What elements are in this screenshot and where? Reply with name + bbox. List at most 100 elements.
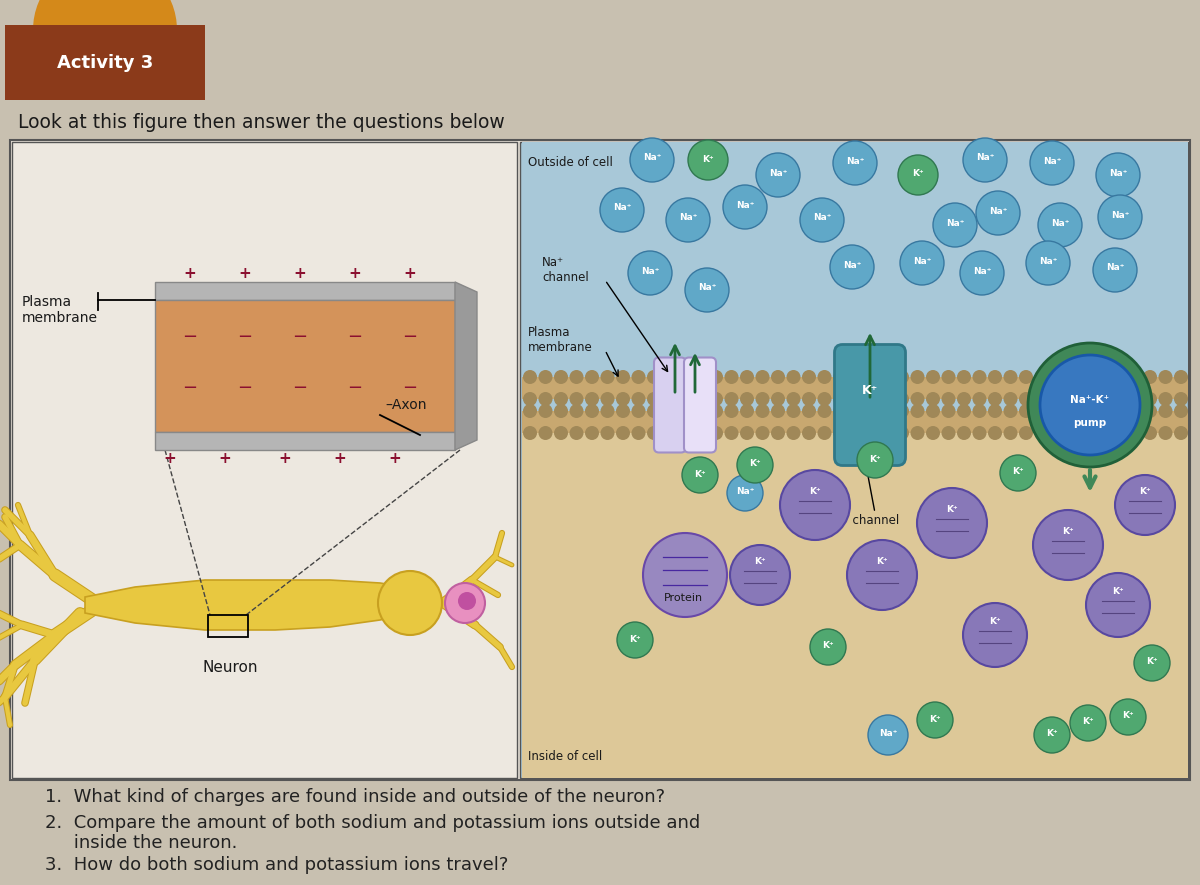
Text: Na⁺: Na⁺ [976,153,994,163]
Circle shape [1093,248,1138,292]
Circle shape [1112,392,1126,406]
Circle shape [848,426,863,440]
Circle shape [1066,404,1080,418]
Circle shape [864,404,878,418]
Circle shape [1086,573,1150,637]
Circle shape [1158,404,1172,418]
Text: Na⁺: Na⁺ [1106,264,1124,273]
Circle shape [1158,392,1172,406]
Text: Na⁺: Na⁺ [679,213,697,222]
Text: Na⁺: Na⁺ [946,219,964,227]
Circle shape [962,603,1027,667]
Circle shape [895,392,910,406]
Circle shape [539,370,552,384]
Circle shape [600,370,614,384]
Circle shape [911,426,924,440]
Bar [208,615,248,637]
Text: −: − [348,328,362,346]
Circle shape [772,370,785,384]
Circle shape [685,268,728,312]
Text: K⁺: K⁺ [862,383,878,396]
Circle shape [934,203,977,247]
Circle shape [1158,370,1172,384]
Circle shape [458,592,476,610]
Circle shape [857,442,893,478]
Polygon shape [455,282,476,450]
Circle shape [740,426,754,440]
Circle shape [772,426,785,440]
Circle shape [772,404,785,418]
Circle shape [817,404,832,418]
Circle shape [972,370,986,384]
Circle shape [740,404,754,418]
Bar [522,142,1188,380]
Circle shape [848,392,863,406]
Circle shape [725,426,738,440]
Circle shape [900,241,944,285]
Circle shape [709,370,724,384]
Text: Na⁺
channel: Na⁺ channel [542,256,589,284]
Circle shape [643,533,727,617]
Circle shape [786,392,800,406]
Circle shape [988,370,1002,384]
Text: K⁺: K⁺ [912,170,924,179]
Circle shape [1003,392,1018,406]
Circle shape [756,370,769,384]
Circle shape [1030,141,1074,185]
Text: Na⁺: Na⁺ [913,257,931,266]
Circle shape [1066,426,1080,440]
Text: −: − [293,379,307,397]
Text: K⁺: K⁺ [876,558,888,566]
Circle shape [756,426,769,440]
Text: +: + [403,266,416,281]
Bar [522,430,1188,778]
Text: K⁺: K⁺ [929,714,941,724]
Circle shape [1174,392,1188,406]
Circle shape [830,245,874,289]
Text: +: + [334,450,347,466]
Circle shape [523,426,538,440]
Circle shape [600,392,614,406]
Circle shape [911,392,924,406]
Text: Na⁺: Na⁺ [1111,211,1129,219]
Circle shape [895,370,910,384]
Circle shape [1134,645,1170,681]
Circle shape [631,370,646,384]
Circle shape [678,404,692,418]
Circle shape [1066,370,1080,384]
Text: 2.  Compare the amount of both sodium and potassium ions outside and: 2. Compare the amount of both sodium and… [46,814,701,832]
Text: K⁺ channel: K⁺ channel [835,513,899,527]
Circle shape [880,370,894,384]
Circle shape [539,404,552,418]
Circle shape [378,571,442,635]
Circle shape [570,426,583,440]
Text: −: − [293,328,307,346]
Text: −: − [348,379,362,397]
Circle shape [817,426,832,440]
Circle shape [600,404,614,418]
Circle shape [616,426,630,440]
Circle shape [662,392,677,406]
Circle shape [1174,370,1188,384]
Circle shape [1070,705,1106,741]
Circle shape [666,198,710,242]
Circle shape [554,404,568,418]
Text: Na⁺-K⁺: Na⁺-K⁺ [1070,395,1110,405]
Circle shape [864,426,878,440]
Circle shape [1097,370,1110,384]
Circle shape [1034,426,1049,440]
Circle shape [958,404,971,418]
FancyBboxPatch shape [5,25,205,100]
Circle shape [780,470,850,540]
Text: –Axon: –Axon [385,398,426,412]
Circle shape [1003,370,1018,384]
Circle shape [756,404,769,418]
Circle shape [972,404,986,418]
Circle shape [725,404,738,418]
Text: −: − [238,328,252,346]
Text: K⁺: K⁺ [1012,467,1024,476]
Circle shape [662,426,677,440]
Circle shape [1003,426,1018,440]
Circle shape [926,370,940,384]
Circle shape [1174,426,1188,440]
